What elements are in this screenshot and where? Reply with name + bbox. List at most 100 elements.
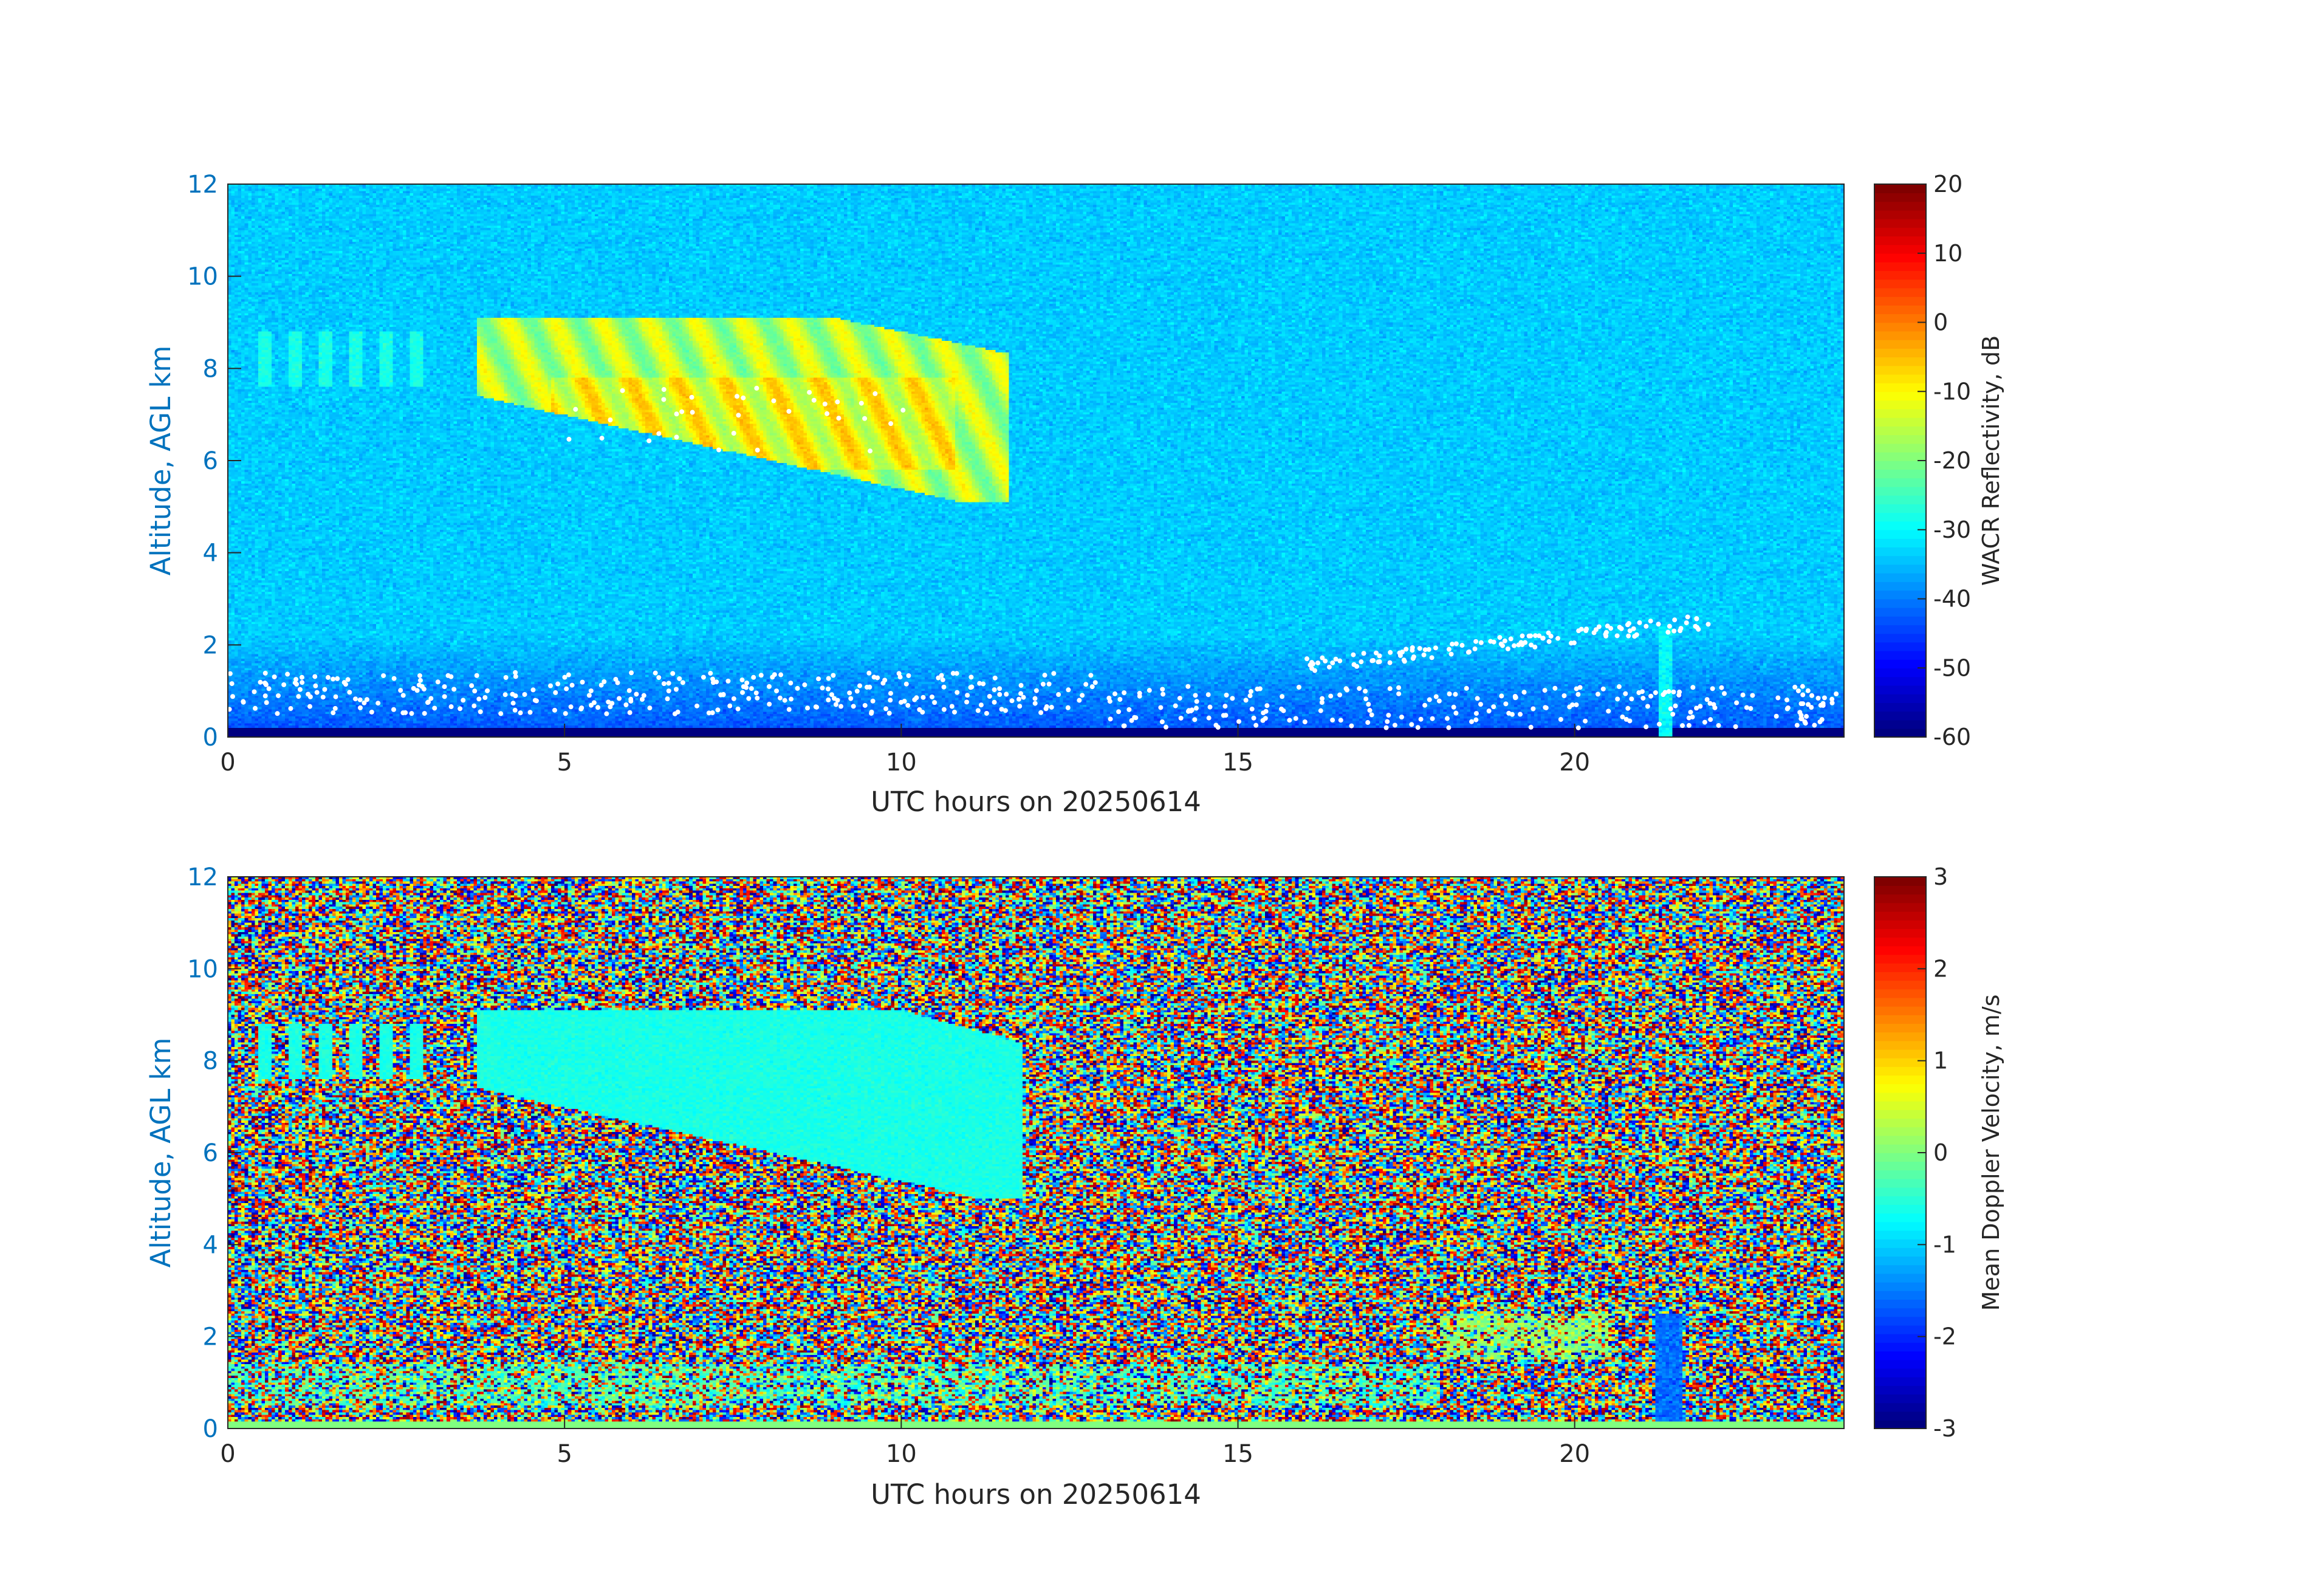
reflectivity-plot-area bbox=[227, 184, 1844, 737]
colorbar-swatch bbox=[1874, 434, 1926, 444]
colorbar-swatch bbox=[1874, 1118, 1926, 1128]
colorbar-swatch bbox=[1874, 954, 1926, 964]
colorbar-swatch bbox=[1874, 1178, 1926, 1188]
colorbar-swatch bbox=[1874, 331, 1926, 340]
colorbar-swatch bbox=[1874, 937, 1926, 947]
colorbar-swatch bbox=[1874, 962, 1926, 972]
colorbar-swatch bbox=[1874, 997, 1926, 1007]
colorbar-tick-label: -1 bbox=[1933, 1231, 1956, 1258]
reflectivity-x-axis-label: UTC hours on 20250614 bbox=[871, 786, 1201, 818]
colorbar-swatch bbox=[1874, 659, 1926, 669]
colorbar-swatch bbox=[1874, 1187, 1926, 1196]
colorbar-tick-label: -20 bbox=[1933, 447, 1971, 474]
colorbar-swatch bbox=[1874, 547, 1926, 557]
colorbar-swatch bbox=[1874, 555, 1926, 565]
colorbar-swatch bbox=[1874, 1153, 1926, 1162]
colorbar-tick-label: 0 bbox=[1933, 309, 1948, 336]
colorbar-swatch bbox=[1874, 902, 1926, 912]
y-tick-label: 2 bbox=[203, 631, 218, 659]
colorbar-swatch bbox=[1874, 616, 1926, 625]
colorbar-swatch bbox=[1874, 193, 1926, 202]
colorbar-swatch bbox=[1874, 1049, 1926, 1058]
colorbar-swatch bbox=[1874, 607, 1926, 617]
x-tick-label: 0 bbox=[220, 1440, 235, 1468]
colorbar-swatch bbox=[1874, 1256, 1926, 1266]
colorbar-swatch bbox=[1874, 1333, 1926, 1343]
velocity-heatmap bbox=[228, 877, 1844, 1429]
colorbar-swatch bbox=[1874, 1092, 1926, 1102]
y-tick-label: 6 bbox=[203, 1139, 218, 1167]
colorbar-swatch bbox=[1874, 365, 1926, 375]
colorbar-swatch bbox=[1874, 461, 1926, 470]
colorbar-swatch bbox=[1874, 625, 1926, 634]
colorbar-swatch bbox=[1874, 322, 1926, 332]
colorbar-swatch bbox=[1874, 244, 1926, 254]
colorbar-swatch bbox=[1874, 210, 1926, 219]
colorbar-swatch bbox=[1874, 877, 1926, 886]
colorbar-swatch bbox=[1874, 945, 1926, 955]
colorbar-swatch bbox=[1874, 270, 1926, 280]
colorbar-swatch bbox=[1874, 469, 1926, 479]
reflectivity-x-ticks: 0 5 10 15 20 bbox=[220, 724, 1590, 777]
colorbar-swatch bbox=[1874, 1110, 1926, 1119]
colorbar-swatch bbox=[1874, 1299, 1926, 1309]
reflectivity-echo-points bbox=[227, 385, 1839, 730]
colorbar-swatch bbox=[1874, 728, 1926, 738]
colorbar-tick-label: -40 bbox=[1933, 586, 1971, 612]
colorbar-swatch bbox=[1874, 1040, 1926, 1050]
y-tick-label: 6 bbox=[203, 447, 218, 475]
colorbar-swatch bbox=[1874, 1083, 1926, 1093]
colorbar-swatch bbox=[1874, 633, 1926, 643]
colorbar-swatch bbox=[1874, 1127, 1926, 1136]
x-tick-label: 0 bbox=[220, 749, 235, 777]
colorbar-swatch bbox=[1874, 417, 1926, 427]
colorbar-swatch bbox=[1874, 1015, 1926, 1024]
x-tick-label: 20 bbox=[1559, 749, 1590, 777]
y-tick-label: 12 bbox=[187, 863, 218, 891]
colorbar-swatch bbox=[1874, 1144, 1926, 1153]
colorbar-swatch bbox=[1874, 1195, 1926, 1205]
x-tick-label: 15 bbox=[1222, 749, 1253, 777]
colorbar-swatch bbox=[1874, 581, 1926, 591]
colorbar-tick-label: -2 bbox=[1933, 1323, 1956, 1350]
colorbar-swatch bbox=[1874, 1100, 1926, 1110]
reflectivity-y-axis-label: Altitude, AGL km bbox=[145, 346, 177, 576]
colorbar-swatch bbox=[1874, 928, 1926, 938]
velocity-x-axis-label: UTC hours on 20250614 bbox=[871, 1478, 1201, 1511]
colorbar-swatch bbox=[1874, 1075, 1926, 1085]
colorbar-swatch bbox=[1874, 521, 1926, 530]
colorbar-swatch bbox=[1874, 236, 1926, 245]
colorbar-swatch bbox=[1874, 279, 1926, 289]
colorbar-swatch bbox=[1874, 495, 1926, 504]
colorbar-swatch bbox=[1874, 1394, 1926, 1404]
reflectivity-colorbar: -60 -50 -40 -30 -20 -10 0 10 20 bbox=[1874, 171, 1971, 750]
colorbar-swatch bbox=[1874, 972, 1926, 981]
y-tick-label: 10 bbox=[187, 263, 218, 291]
colorbar-swatch bbox=[1874, 1351, 1926, 1360]
colorbar-swatch bbox=[1874, 451, 1926, 461]
colorbar-swatch bbox=[1874, 1419, 1926, 1429]
colorbar-tick-label: -30 bbox=[1933, 516, 1971, 543]
velocity-y-ticks: 0 2 4 6 8 10 12 bbox=[187, 863, 241, 1443]
colorbar-swatch bbox=[1874, 1135, 1926, 1145]
colorbar-swatch bbox=[1874, 1238, 1926, 1248]
reflectivity-colorbar-label: WACR Reflectivity, dB bbox=[1978, 335, 2004, 586]
colorbar-swatch bbox=[1874, 426, 1926, 436]
x-tick-label: 10 bbox=[886, 749, 917, 777]
colorbar-swatch bbox=[1874, 894, 1926, 904]
colorbar-swatch bbox=[1874, 1411, 1926, 1421]
colorbar-swatch bbox=[1874, 1032, 1926, 1041]
colorbar-tick-label: -3 bbox=[1933, 1415, 1956, 1442]
reflectivity-y-ticks: 0 2 4 6 8 10 12 bbox=[187, 171, 241, 752]
colorbar-tick-label: -60 bbox=[1933, 724, 1971, 750]
colorbar-swatch bbox=[1874, 676, 1926, 686]
colorbar-swatch bbox=[1874, 1170, 1926, 1179]
colorbar-swatch bbox=[1874, 374, 1926, 383]
colorbar-swatch bbox=[1874, 218, 1926, 228]
colorbar-swatch bbox=[1874, 1264, 1926, 1274]
colorbar-swatch bbox=[1874, 1213, 1926, 1223]
colorbar-swatch bbox=[1874, 287, 1926, 297]
colorbar-swatch bbox=[1874, 1221, 1926, 1231]
colorbar-swatch bbox=[1874, 314, 1926, 323]
